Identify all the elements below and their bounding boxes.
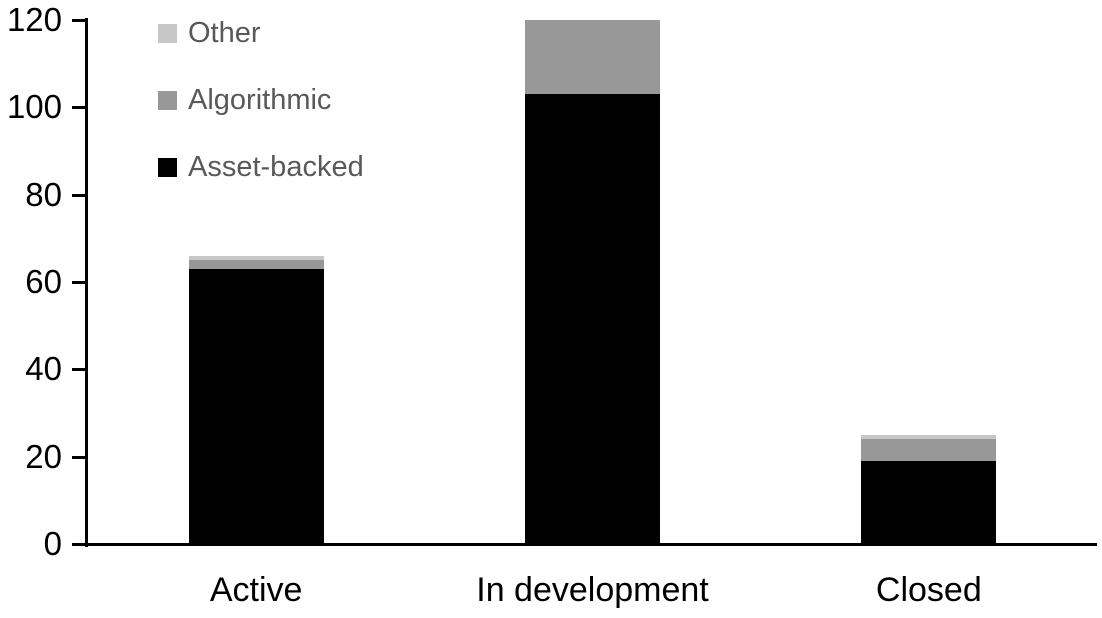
legend-item-algorithmic: Algorithmic — [158, 85, 364, 114]
y-tick-label: 80 — [25, 175, 62, 213]
legend-swatch-icon — [158, 90, 177, 110]
y-tick-mark — [72, 368, 85, 372]
bar-active — [188, 0, 324, 544]
bar-segment-algorithmic — [861, 439, 997, 462]
bar-in-development — [525, 0, 660, 544]
y-tick-label: 0 — [43, 525, 62, 562]
bar-segment-algorithmic — [188, 260, 324, 269]
x-category-label: In development — [476, 571, 709, 609]
y-tick-mark — [72, 106, 85, 110]
y-tick-label: 60 — [25, 263, 62, 300]
y-tick-mark — [72, 543, 85, 546]
y-axis-line — [85, 18, 88, 547]
bar-segment-asset-backed — [188, 268, 324, 544]
bar-segment-asset-backed — [525, 94, 660, 544]
legend: Other Algorithmic Asset-backed — [158, 18, 364, 223]
y-tick-mark — [72, 281, 85, 284]
bar-segment-other — [188, 255, 324, 261]
legend-item-asset-backed: Asset-backed — [158, 152, 364, 181]
legend-swatch-icon — [158, 157, 177, 177]
y-tick-label: 40 — [25, 350, 62, 388]
y-tick-mark — [72, 455, 85, 459]
x-category-label: Active — [209, 571, 303, 609]
y-tick-mark — [72, 19, 85, 22]
legend-label: Other — [188, 16, 261, 49]
bar-segment-algorithmic — [525, 20, 660, 95]
legend-label: Algorithmic — [188, 83, 332, 116]
y-tick-label: 100 — [6, 88, 62, 126]
legend-swatch-icon — [158, 23, 177, 43]
legend-label: Asset-backed — [188, 150, 364, 183]
y-tick-label: 120 — [6, 1, 62, 38]
bar-segment-asset-backed — [861, 461, 997, 544]
x-axis-line — [85, 543, 1097, 546]
bar-closed — [861, 0, 997, 544]
y-tick-mark — [72, 193, 85, 197]
legend-item-other: Other — [158, 18, 364, 47]
x-category-label: Closed — [875, 571, 982, 609]
bar-segment-other — [861, 434, 997, 440]
y-tick-label: 20 — [25, 437, 62, 475]
